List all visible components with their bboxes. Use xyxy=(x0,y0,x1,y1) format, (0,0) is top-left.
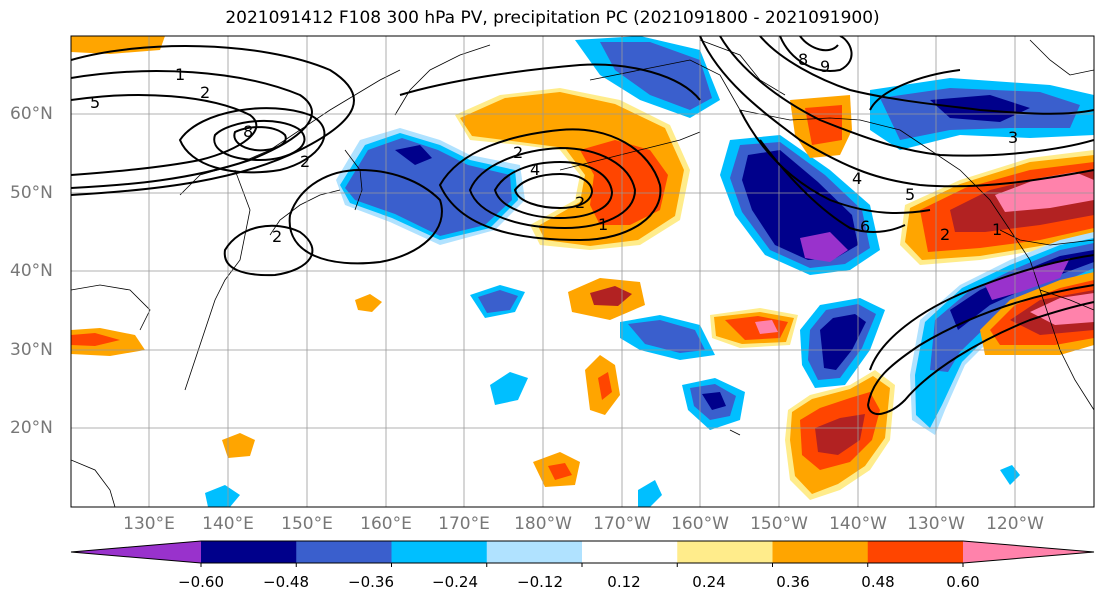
positive-anomaly xyxy=(355,294,382,312)
contour-label: 1 xyxy=(992,220,1002,239)
colorbar-segment xyxy=(201,541,297,563)
positive-anomaly xyxy=(995,172,1094,212)
contour-label: 8 xyxy=(243,122,253,141)
colorbar-segment xyxy=(867,541,964,563)
negative-anomaly xyxy=(600,42,712,110)
lat-label: 50°N xyxy=(10,183,53,203)
colorbar-segment xyxy=(582,541,678,563)
lat-label: 40°N xyxy=(10,261,53,281)
contour-label: 2 xyxy=(575,193,585,212)
lon-label: 130°E xyxy=(123,514,175,534)
contour-label: 4 xyxy=(530,160,540,179)
map-title: 2021091412 F108 300 hPa PV, precipitatio… xyxy=(225,8,880,28)
colorbar-tick-label: −0.36 xyxy=(348,573,394,591)
lon-label: 170°E xyxy=(438,514,490,534)
positive-anomaly xyxy=(71,36,165,54)
colorbar-tick-label: 0.60 xyxy=(946,573,980,591)
colorbar-tick-label: 0.36 xyxy=(776,573,810,591)
lat-label: 60°N xyxy=(10,104,53,124)
negative-anomaly xyxy=(820,314,866,370)
lon-label: 150°E xyxy=(281,514,333,534)
map-plot-area: 1 2 2 8 5 2 2 4 2 1 8 9 4 5 6 3 2 1 xyxy=(71,36,1094,507)
contour-label: 8 xyxy=(798,50,808,69)
positive-anomaly xyxy=(1030,293,1094,325)
colorbar-segment xyxy=(391,541,488,563)
negative-anomaly xyxy=(985,258,1070,300)
lon-label: 160°E xyxy=(360,514,412,534)
positive-anomaly xyxy=(805,105,842,145)
colorbar-tick-label: 0.12 xyxy=(607,573,641,591)
negative-anomaly xyxy=(800,232,848,262)
contour-label: 2 xyxy=(513,143,523,162)
lon-label: 170°W xyxy=(593,514,651,534)
positive-anomaly xyxy=(580,140,668,225)
lon-label: 130°W xyxy=(907,514,965,534)
positive-anomaly xyxy=(548,463,572,480)
colorbar-tick-label: 0.48 xyxy=(861,573,895,591)
negative-anomaly xyxy=(478,290,518,313)
map-frame xyxy=(70,35,1095,508)
lon-label: 150°W xyxy=(750,514,808,534)
colorbar-tick-label: −0.12 xyxy=(517,573,563,591)
lon-label: 140°E xyxy=(202,514,254,534)
colorbar-tick-label: −0.60 xyxy=(178,573,224,591)
lon-label: 140°W xyxy=(829,514,887,534)
lon-label: 180°W xyxy=(514,514,572,534)
pv-contours xyxy=(71,36,1094,415)
colorbar-tick-label: −0.24 xyxy=(432,573,478,591)
contour-labels: 1 2 2 8 5 2 2 4 2 1 8 9 4 5 6 3 2 1 xyxy=(90,50,1018,246)
graticule xyxy=(71,36,1094,507)
contour-label: 2 xyxy=(300,152,310,171)
negative-anomaly xyxy=(490,372,528,405)
negative-anomaly xyxy=(628,320,705,353)
negative-anomaly xyxy=(395,145,432,165)
contour-label: 2 xyxy=(200,83,210,102)
lat-label: 20°N xyxy=(10,418,53,438)
positive-anomaly xyxy=(222,433,255,458)
colorbar-extend-max xyxy=(963,541,1094,563)
contour-label: 2 xyxy=(940,225,950,244)
colorbar-tick-label: −0.48 xyxy=(263,573,309,591)
contour-label: 1 xyxy=(598,215,608,234)
contour-label: 3 xyxy=(1008,128,1018,147)
negative-anomaly xyxy=(930,95,1030,122)
contour-label: 5 xyxy=(90,93,100,112)
positive-anomaly xyxy=(815,414,865,455)
contour-label: 1 xyxy=(175,65,185,84)
colorbar xyxy=(70,540,1095,567)
colorbar-extend-min xyxy=(71,541,201,563)
negative-anomaly xyxy=(345,138,512,236)
negative-anomaly xyxy=(702,392,726,410)
positive-anomaly xyxy=(598,372,612,400)
positive-anomaly xyxy=(590,286,632,306)
colorbar-tick-label: 0.24 xyxy=(692,573,726,591)
contour-label: 6 xyxy=(860,217,870,236)
colorbar-segment xyxy=(677,541,773,563)
lon-label: 160°W xyxy=(671,514,729,534)
colorbar-segment xyxy=(296,541,392,563)
contour-label: 4 xyxy=(852,169,862,188)
contour-label: 5 xyxy=(905,185,915,204)
positive-anomaly xyxy=(755,320,778,334)
positive-anomaly xyxy=(71,333,120,346)
negative-anomaly xyxy=(638,480,662,507)
negative-anomaly xyxy=(205,485,240,507)
lon-label: 120°W xyxy=(986,514,1044,534)
lat-label: 30°N xyxy=(10,340,53,360)
colorbar-segment xyxy=(486,541,583,563)
contour-label: 9 xyxy=(820,57,830,76)
colorbar-segment xyxy=(772,541,869,563)
contour-label: 2 xyxy=(272,227,282,246)
